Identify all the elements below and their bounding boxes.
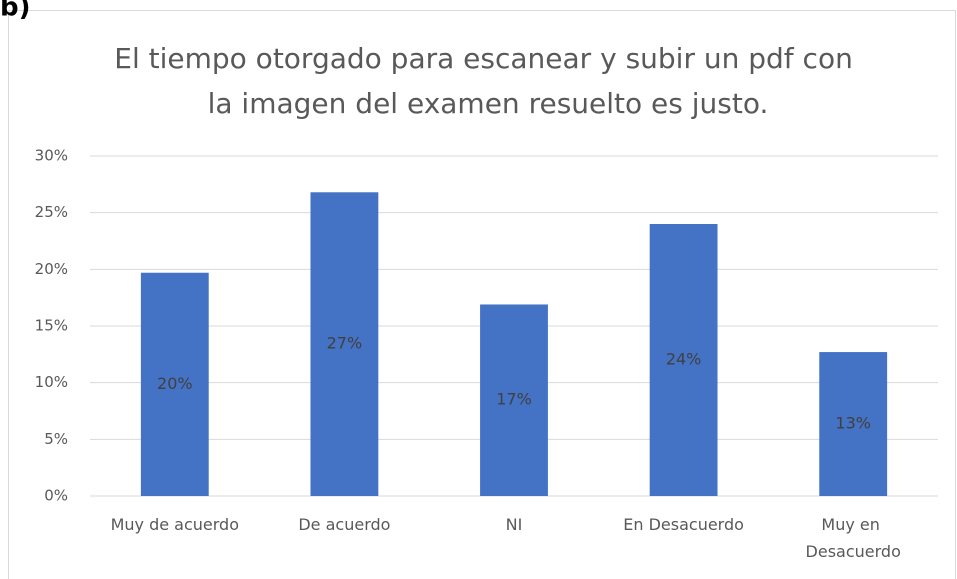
value-label: 13% <box>835 414 871 433</box>
bar <box>140 272 209 496</box>
x-tick-label: NI <box>506 515 523 534</box>
chart-title: El tiempo otorgado para escanear y subir… <box>114 42 861 120</box>
y-tick-label: 5% <box>44 430 68 448</box>
y-tick-label: 25% <box>35 203 68 221</box>
bar <box>649 224 718 496</box>
x-tick-label: Muy en Desacuerdo <box>806 515 901 561</box>
x-tick-label: En Desacuerdo <box>623 515 744 534</box>
value-label: 24% <box>666 350 702 369</box>
y-tick-label: 10% <box>35 373 68 391</box>
x-tick-label: Muy de acuerdo <box>111 515 239 534</box>
value-label: 17% <box>496 390 532 409</box>
y-tick-label: 20% <box>35 260 68 278</box>
x-tick-label: De acuerdo <box>298 515 390 534</box>
bar <box>310 192 379 496</box>
y-tick-label: 15% <box>35 317 68 335</box>
panel-label: b) <box>0 0 31 23</box>
y-tick-label: 0% <box>44 487 68 505</box>
bar <box>819 352 888 496</box>
bar <box>480 304 548 496</box>
value-label: 20% <box>157 374 193 393</box>
y-tick-label: 30% <box>35 147 68 165</box>
value-label: 27% <box>327 334 363 353</box>
